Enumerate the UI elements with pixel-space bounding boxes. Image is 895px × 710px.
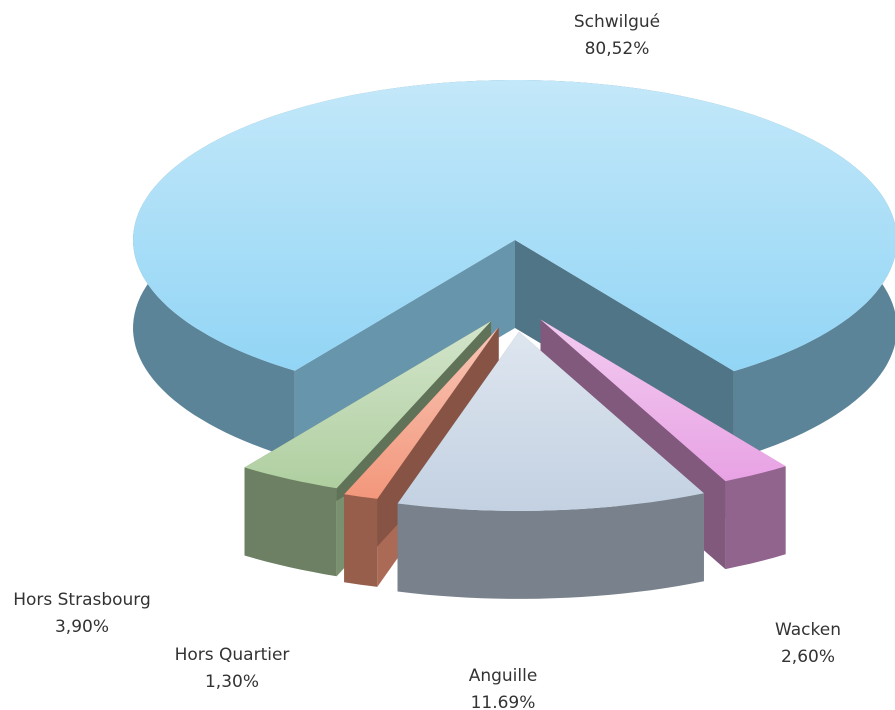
slice-label: Hors Strasbourg [13,590,151,610]
pie [133,80,895,599]
slice-shine [244,321,492,489]
slice-value-label: 11.69% [471,693,536,710]
slice-wall [397,493,704,599]
slice-shine [344,327,499,499]
slice-label: Anguille [469,666,538,686]
slice-side [294,240,515,459]
labels: Schwilgué 80,52% Wacken 2,60% Anguille 11.69%… [13,12,841,710]
slice-wall [344,494,378,587]
slice-wall [244,467,337,577]
slice-wall [725,466,786,570]
slice-side [344,327,499,583]
slice-shine [397,331,704,511]
slice-value-label: 3,90% [55,617,109,637]
slice-label: Hors Quartier [175,645,290,665]
slice-shine [133,80,895,372]
slice-value-label: 80,52% [585,39,650,59]
slice-value-label: 2,60% [781,647,835,667]
slice-label: Wacken [775,620,841,640]
slice-label: Schwilgué [574,12,660,32]
slice-shine [540,319,786,482]
slice-value-label: 1,30% [205,672,259,692]
